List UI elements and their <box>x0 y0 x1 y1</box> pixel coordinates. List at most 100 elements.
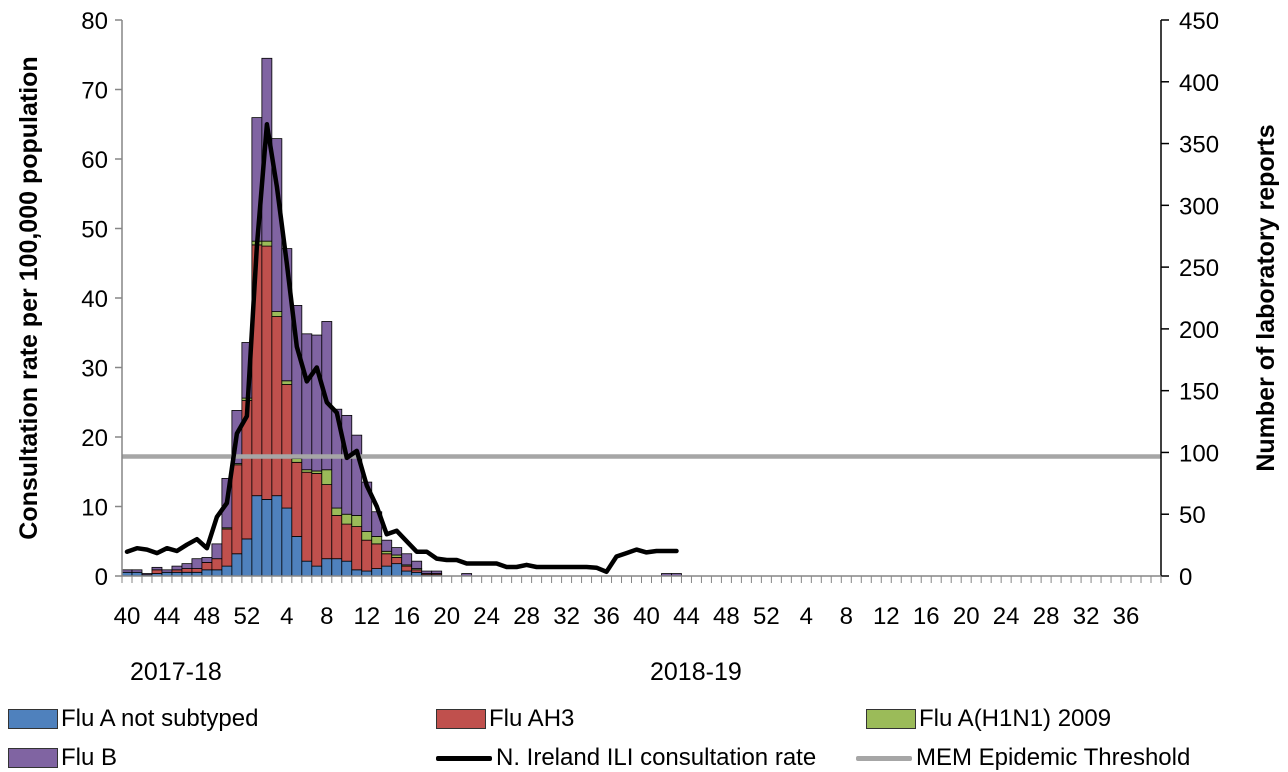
legend-swatch <box>8 709 58 729</box>
bar-segment <box>151 569 163 574</box>
bar-segment <box>311 473 323 567</box>
bar-segment <box>301 471 313 562</box>
bar-segment <box>221 528 233 567</box>
legend-item-flu-a-h1n1: Flu A(H1N1) 2009 <box>866 705 1111 733</box>
bar-segment <box>231 464 243 555</box>
right-tick-label: 0 <box>1179 564 1192 591</box>
bar-segment <box>351 569 363 577</box>
season-label-2018-19: 2018-19 <box>650 658 742 686</box>
x-tick-label: 48 <box>713 603 740 630</box>
x-tick-label: 36 <box>1113 603 1140 630</box>
x-tick-label: 16 <box>393 603 420 630</box>
bar-segment <box>261 245 273 500</box>
x-tick-label: 16 <box>913 603 940 630</box>
left-tick-label: 0 <box>95 564 108 591</box>
ili-consultation-rate-line <box>124 122 679 575</box>
bar-segment <box>321 469 333 485</box>
x-tick-label: 20 <box>953 603 980 630</box>
bar-segment <box>341 513 353 525</box>
right-tick-label: 300 <box>1179 193 1219 220</box>
right-tick-label: 100 <box>1179 440 1219 467</box>
bar-segment <box>251 495 263 577</box>
left-tick-label: 80 <box>81 8 108 35</box>
bar-segment <box>231 553 243 577</box>
bar-segment <box>331 558 343 577</box>
legend-label: N. Ireland ILI consultation rate <box>496 744 817 771</box>
x-tick-label: 24 <box>473 603 500 630</box>
x-tick-label: 4 <box>800 603 813 630</box>
bar-segment <box>201 569 213 577</box>
bar-segment <box>371 536 383 545</box>
x-tick-label: 44 <box>673 603 700 630</box>
bar-segment <box>271 311 283 317</box>
bar-segment <box>371 568 383 577</box>
x-tick-label: 52 <box>753 603 780 630</box>
bar-segment <box>341 523 353 562</box>
legend-item-flu-a-not-subtyped: Flu A not subtyped <box>8 705 258 733</box>
legend-item-flu-b: Flu B <box>8 744 117 772</box>
x-tick-label: 8 <box>840 603 853 630</box>
bar-segment <box>211 569 223 577</box>
bar-segment <box>311 565 323 577</box>
legend-item-ili-rate: N. Ireland ILI consultation rate <box>436 744 816 772</box>
bar-segment <box>331 507 343 516</box>
left-tick-label: 20 <box>81 425 108 452</box>
legend-swatch <box>866 709 916 729</box>
legend-swatch <box>856 755 912 761</box>
x-tick-label: 36 <box>593 603 620 630</box>
right-tick-label: 350 <box>1179 132 1219 159</box>
left-tick-label: 50 <box>81 217 108 244</box>
bar-segment <box>351 434 363 516</box>
bar-segment <box>261 240 273 247</box>
bar-segment <box>261 498 273 577</box>
season-label-2017-18: 2017-18 <box>130 658 222 686</box>
bar-segment <box>291 458 303 463</box>
x-tick-label: 40 <box>633 603 660 630</box>
x-tick-label: 12 <box>873 603 900 630</box>
legend-label: Flu A(H1N1) 2009 <box>919 705 1112 732</box>
bar-segment <box>331 515 343 560</box>
left-tick-label: 70 <box>81 78 108 105</box>
x-tick-label: 44 <box>154 603 181 630</box>
bar-segment <box>141 573 153 576</box>
bar-segment <box>271 316 283 497</box>
legend-label: Flu AH3 <box>489 705 575 732</box>
bar-segment <box>181 563 193 569</box>
bar-segment <box>381 553 393 567</box>
x-tick-label: 40 <box>114 603 141 630</box>
bar-segment <box>171 565 183 571</box>
bar-segment <box>321 558 333 577</box>
bar-segment <box>431 570 443 574</box>
bar-segment <box>301 333 313 471</box>
left-tick-label: 40 <box>81 286 108 313</box>
x-tick-label: 52 <box>234 603 261 630</box>
x-tick-label: 8 <box>320 603 333 630</box>
bar-segment <box>391 547 403 556</box>
x-tick-label: 28 <box>513 603 540 630</box>
left-axis-title: Consultation rate per 100,000 population <box>15 56 43 539</box>
legend-label: Flu A not subtyped <box>61 705 259 732</box>
bar-segment <box>131 569 143 573</box>
bar-segment <box>211 543 223 560</box>
legend-item-mem-threshold: MEM Epidemic Threshold <box>856 744 1190 772</box>
bar-segment <box>291 536 303 577</box>
legend-swatch <box>436 755 492 761</box>
right-tick-label: 200 <box>1179 317 1219 344</box>
bar-segment <box>151 566 163 571</box>
bar-segment <box>381 565 393 577</box>
right-tick-label: 50 <box>1179 502 1206 529</box>
x-tick-label: 4 <box>280 603 293 630</box>
x-tick-label: 32 <box>1073 603 1100 630</box>
bar-segment <box>371 543 383 569</box>
bar-segment <box>361 539 373 572</box>
bar-segment <box>271 495 283 577</box>
legend-swatch <box>8 748 58 768</box>
bar-segment <box>341 414 353 515</box>
right-tick-label: 450 <box>1179 8 1219 35</box>
bar-segment <box>201 562 213 571</box>
bar-segment <box>411 560 423 569</box>
x-tick-label: 24 <box>993 603 1020 630</box>
bar-segment <box>351 515 363 527</box>
bar-segment <box>191 568 203 573</box>
